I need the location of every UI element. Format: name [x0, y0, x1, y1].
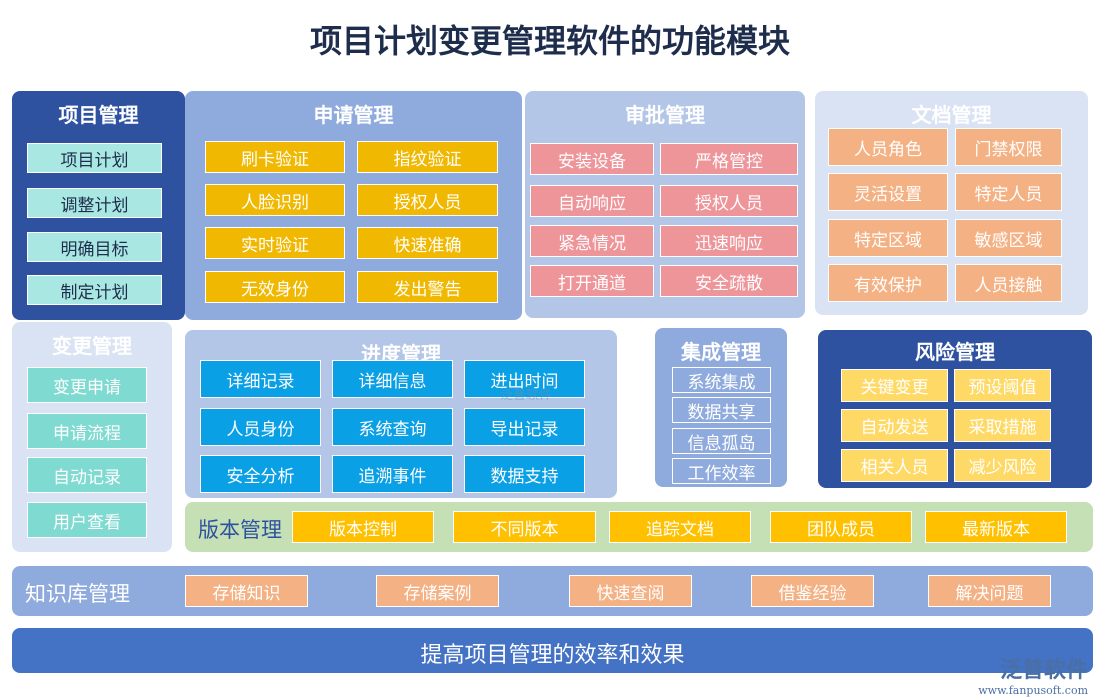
- integration-panel: 集成管理: [655, 328, 787, 487]
- logo: 泛普软件 www.fanpusoft.com: [978, 652, 1088, 697]
- risk-item[interactable]: 自动发送: [841, 409, 948, 442]
- project-item[interactable]: 项目计划: [27, 143, 162, 173]
- docs-item[interactable]: 敏感区域: [955, 219, 1062, 257]
- change-item[interactable]: 申请流程: [27, 413, 147, 449]
- docs-item[interactable]: 人员接触: [955, 264, 1062, 302]
- apply-item[interactable]: 实时验证: [205, 227, 345, 259]
- knowledge-item[interactable]: 借鉴经验: [751, 575, 874, 607]
- change-item[interactable]: 自动记录: [27, 457, 147, 493]
- knowledge-item[interactable]: 解决问题: [928, 575, 1051, 607]
- approve-title: 审批管理: [625, 103, 705, 127]
- progress-item[interactable]: 详细记录: [200, 360, 321, 398]
- approve-item[interactable]: 安装设备: [530, 143, 654, 175]
- apply-title: 申请管理: [313, 103, 394, 127]
- approve-item[interactable]: 严格管控: [660, 143, 798, 175]
- apply-item[interactable]: 指纹验证: [357, 141, 498, 173]
- change-item[interactable]: 用户查看: [27, 502, 147, 538]
- project-item[interactable]: 调整计划: [27, 188, 162, 218]
- change-item[interactable]: 变更申请: [27, 367, 147, 403]
- apply-item[interactable]: 授权人员: [357, 184, 498, 216]
- docs-item[interactable]: 门禁权限: [955, 128, 1062, 166]
- progress-item[interactable]: 安全分析: [200, 455, 321, 493]
- version-item[interactable]: 最新版本: [925, 511, 1067, 543]
- docs-item[interactable]: 人员角色: [828, 128, 948, 166]
- approve-item[interactable]: 打开通道: [530, 265, 654, 297]
- progress-item[interactable]: 进出时间: [464, 360, 585, 398]
- risk-item[interactable]: 预设阈值: [954, 369, 1051, 402]
- knowledge-item[interactable]: 存储知识: [185, 575, 308, 607]
- approve-item[interactable]: 安全疏散: [660, 265, 798, 297]
- knowledge-item[interactable]: 快速查阅: [569, 575, 692, 607]
- footer-panel: 提高项目管理的效率和效果: [12, 628, 1093, 673]
- version-item[interactable]: 版本控制: [292, 511, 434, 543]
- docs-item[interactable]: 灵活设置: [828, 173, 948, 211]
- risk-item[interactable]: 相关人员: [841, 449, 948, 482]
- risk-item[interactable]: 关键变更: [841, 369, 948, 402]
- footer-text: 提高项目管理的效率和效果: [420, 643, 685, 668]
- progress-item[interactable]: 数据支持: [464, 455, 585, 493]
- integration-item[interactable]: 数据共享: [672, 397, 771, 423]
- approve-item[interactable]: 迅速响应: [660, 225, 798, 257]
- docs-title: 文档管理: [911, 103, 992, 127]
- progress-item[interactable]: 人员身份: [200, 408, 321, 446]
- progress-item[interactable]: 追溯事件: [332, 455, 453, 493]
- docs-item[interactable]: 特定人员: [955, 173, 1062, 211]
- integration-item[interactable]: 信息孤岛: [672, 428, 771, 454]
- approve-item[interactable]: 授权人员: [660, 185, 798, 217]
- approve-item[interactable]: 自动响应: [530, 185, 654, 217]
- project-item[interactable]: 制定计划: [27, 275, 162, 305]
- integration-item[interactable]: 系统集成: [672, 367, 771, 393]
- version-item[interactable]: 团队成员: [770, 511, 912, 543]
- risk-item[interactable]: 采取措施: [954, 409, 1051, 442]
- progress-item[interactable]: 详细信息: [332, 360, 453, 398]
- project-item[interactable]: 明确目标: [27, 232, 162, 262]
- knowledge-item[interactable]: 存储案例: [376, 575, 499, 607]
- apply-item[interactable]: 人脸识别: [205, 184, 345, 216]
- apply-item[interactable]: 发出警告: [357, 271, 498, 303]
- change-title: 变更管理: [52, 334, 132, 358]
- logo-name: 泛普软件: [999, 658, 1088, 683]
- risk-item[interactable]: 减少风险: [954, 449, 1051, 482]
- version-item[interactable]: 追踪文档: [609, 511, 751, 543]
- progress-item[interactable]: 系统查询: [332, 408, 453, 446]
- version-title: 版本管理: [198, 518, 282, 542]
- apply-item[interactable]: 刷卡验证: [205, 141, 345, 173]
- progress-item[interactable]: 导出记录: [464, 408, 585, 446]
- watermark: 泛普软件: [500, 388, 553, 403]
- knowledge-title: 知识库管理: [25, 582, 130, 606]
- apply-item[interactable]: 无效身份: [205, 271, 345, 303]
- docs-item[interactable]: 特定区域: [828, 219, 948, 257]
- integration-item[interactable]: 工作效率: [672, 458, 771, 484]
- page-title: 项目计划变更管理软件的功能模块: [309, 22, 790, 60]
- approve-item[interactable]: 紧急情况: [530, 225, 654, 257]
- apply-item[interactable]: 快速准确: [357, 227, 498, 259]
- docs-item[interactable]: 有效保护: [828, 264, 948, 302]
- integration-title: 集成管理: [681, 340, 761, 364]
- risk-title: 风险管理: [915, 340, 995, 364]
- logo-url: www.fanpusoft.com: [978, 684, 1088, 697]
- project-title: 项目管理: [58, 103, 139, 127]
- version-item[interactable]: 不同版本: [453, 511, 596, 543]
